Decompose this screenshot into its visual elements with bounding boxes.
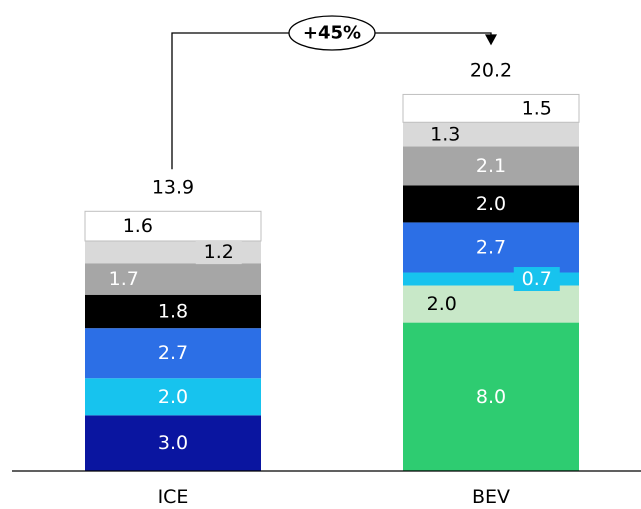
bar-segment-bev-6 [403, 122, 579, 147]
bar-segment-bev-4 [403, 185, 579, 223]
segment-label-bev-2: 0.7 [522, 268, 552, 290]
segment-label-bev-3: 2.7 [476, 236, 506, 258]
segment-label-ice-3: 1.8 [158, 300, 188, 322]
segment-label-bev-5: 2.1 [476, 155, 506, 177]
bar-segment-bev-5 [403, 146, 579, 186]
bar-segment-ice-1 [85, 378, 261, 416]
growth-annotation: +45% [171, 15, 497, 170]
segment-label-bev-4: 2.0 [476, 193, 506, 215]
category-label-bev: BEV [472, 486, 510, 508]
bar-segment-bev-3 [403, 222, 579, 273]
growth-label: +45% [303, 23, 361, 44]
total-label-bev: 20.2 [470, 59, 512, 81]
segment-label-ice-0: 3.0 [158, 432, 188, 454]
bar-segment-bev-0 [403, 322, 579, 471]
labels-layer: 3.0 2.0 2.7 1.8 1.7 1.2 1.6 13.9 ICE 8.0 2.0 0.7 2.7… [109, 59, 560, 508]
bar-segment-ice-0 [85, 415, 261, 471]
segment-label-ice-1: 2.0 [158, 386, 188, 408]
bar-segment-bev-1 [403, 285, 579, 323]
bar-segment-ice-6 [84, 210, 262, 242]
segment-label-ice-2: 2.7 [158, 342, 188, 364]
growth-badge [288, 15, 376, 51]
bar-segment-ice-4 [85, 263, 261, 295]
bars-layer [84, 93, 580, 471]
segment-label-ice-6: 1.6 [123, 215, 153, 237]
bar-segment-bev-7 [402, 93, 580, 123]
growth-arrowhead-icon [485, 34, 497, 46]
total-label-ice: 13.9 [152, 176, 194, 198]
segment-label-box-ice-5 [195, 240, 242, 265]
bar-segment-ice-2 [85, 328, 261, 379]
segment-label-bev-6: 1.3 [430, 123, 460, 145]
segment-label-bev-7: 1.5 [522, 97, 552, 119]
segment-label-ice-4: 1.7 [109, 268, 139, 290]
bar-segment-ice-3 [85, 294, 261, 329]
category-label-ice: ICE [158, 486, 189, 508]
segment-label-bev-0: 8.0 [476, 386, 506, 408]
segment-label-box-bev-2 [513, 267, 560, 292]
segment-label-ice-5: 1.2 [204, 241, 234, 263]
segment-label-bev-1: 2.0 [427, 293, 457, 315]
